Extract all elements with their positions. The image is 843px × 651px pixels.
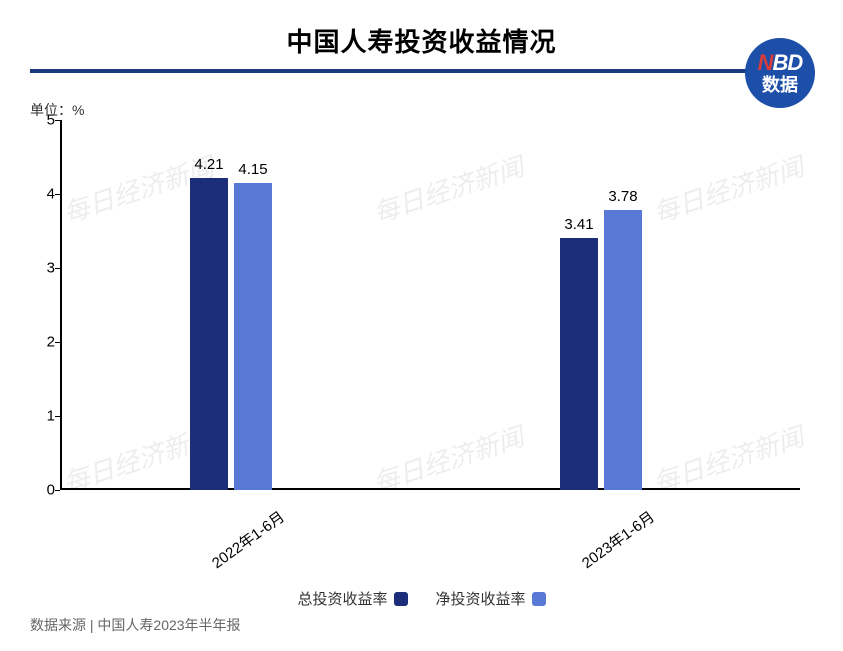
legend-label: 净投资收益率 xyxy=(436,588,526,609)
x-axis xyxy=(60,488,800,490)
y-tick-label: 2 xyxy=(30,334,55,351)
chart-title: 中国人寿投资收益情况 xyxy=(0,22,843,59)
bar-value-label: 4.21 xyxy=(194,156,223,173)
y-tick-mark xyxy=(55,268,60,269)
bar: 4.15 xyxy=(234,183,272,490)
legend-item: 净投资收益率 xyxy=(436,588,546,609)
legend-swatch xyxy=(394,592,408,606)
y-tick-mark xyxy=(55,342,60,343)
logo-top: NBD xyxy=(758,52,803,74)
title-underline xyxy=(30,69,813,73)
y-tick-mark xyxy=(55,490,60,491)
legend-item: 总投资收益率 xyxy=(297,588,407,609)
bar-group: 3.413.78 xyxy=(560,210,642,490)
bar-value-label: 3.78 xyxy=(608,188,637,205)
bar: 4.21 xyxy=(190,178,228,490)
x-category-label: 2023年1-6月 xyxy=(577,506,658,573)
y-tick-mark xyxy=(55,416,60,417)
bar: 3.78 xyxy=(604,210,642,490)
legend: 总投资收益率 净投资收益率 xyxy=(0,588,843,609)
bar-group: 4.214.15 xyxy=(190,178,272,490)
bar: 3.41 xyxy=(560,238,598,490)
y-tick-label: 1 xyxy=(30,408,55,425)
legend-swatch xyxy=(532,592,546,606)
y-tick-mark xyxy=(55,194,60,195)
y-tick-label: 4 xyxy=(30,186,55,203)
y-tick-label: 5 xyxy=(30,112,55,129)
logo-bottom: 数据 xyxy=(762,76,798,94)
y-tick-label: 3 xyxy=(30,260,55,277)
bar-value-label: 4.15 xyxy=(238,161,267,178)
bar-value-label: 3.41 xyxy=(564,216,593,233)
y-axis xyxy=(60,120,62,490)
chart-area: 012345 4.214.153.413.78 2022年1-6月2023年1-… xyxy=(60,120,800,490)
y-tick-mark xyxy=(55,120,60,121)
y-tick-label: 0 xyxy=(30,482,55,499)
nbd-logo: NBD 数据 xyxy=(745,38,815,108)
legend-label: 总投资收益率 xyxy=(297,588,387,609)
x-category-label: 2022年1-6月 xyxy=(207,506,288,573)
source-text: 数据来源 | 中国人寿2023年半年报 xyxy=(30,615,241,635)
